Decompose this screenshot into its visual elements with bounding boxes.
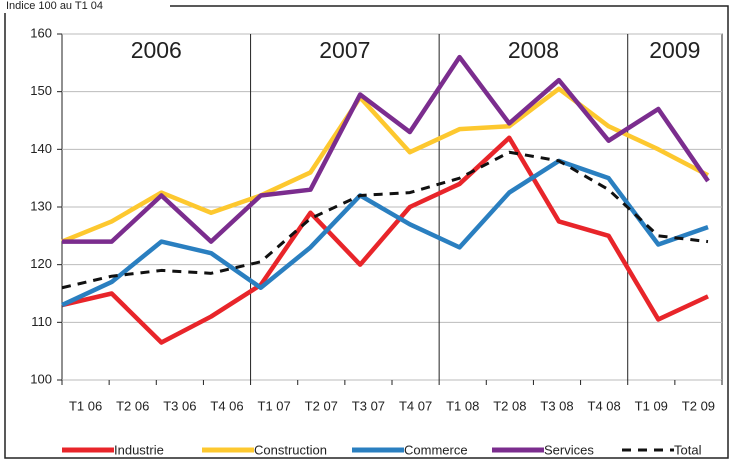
y-tick-label: 150 [30, 83, 52, 98]
legend-label: Commerce [404, 442, 468, 457]
x-tick-label: T1 06 [69, 398, 102, 413]
x-tick-label: T2 07 [305, 398, 338, 413]
y-tick-label: 140 [30, 141, 52, 156]
chart-title: Indice 100 au T1 04 [6, 0, 103, 12]
y-tick-label: 130 [30, 198, 52, 213]
x-tick-label: T2 09 [682, 398, 715, 413]
y-tick-label: 100 [30, 371, 52, 386]
legend-label: Industrie [114, 442, 164, 457]
year-label: 2006 [131, 37, 182, 63]
x-tick-label: T3 07 [352, 398, 385, 413]
x-tick-label: T4 06 [210, 398, 243, 413]
x-tick-label: T2 08 [493, 398, 526, 413]
y-tick-label: 160 [30, 25, 52, 40]
x-tick-label: T4 07 [399, 398, 432, 413]
frame [4, 5, 729, 459]
x-tick-label: T1 07 [258, 398, 291, 413]
x-tick-label: T2 06 [116, 398, 149, 413]
series-line [62, 54, 710, 244]
series-line [61, 150, 709, 290]
legend-label: Services [544, 442, 594, 457]
y-tick-label: 110 [31, 314, 52, 329]
series-line [61, 135, 709, 345]
series-line [61, 86, 710, 244]
series-line [61, 158, 709, 308]
legend-label: Total [674, 442, 702, 457]
title-bg [0, 0, 170, 13]
year-label: 2007 [319, 37, 370, 63]
x-tick-label: T1 08 [446, 398, 479, 413]
x-tick-label: T3 08 [540, 398, 573, 413]
y-tick-label: 120 [30, 256, 52, 271]
x-tick-label: T4 08 [588, 398, 621, 413]
x-tick-label: T1 09 [635, 398, 668, 413]
legend-label: Construction [254, 442, 327, 457]
year-label: 2009 [649, 37, 700, 63]
x-tick-label: T3 06 [163, 398, 196, 413]
year-label: 2008 [508, 37, 559, 63]
